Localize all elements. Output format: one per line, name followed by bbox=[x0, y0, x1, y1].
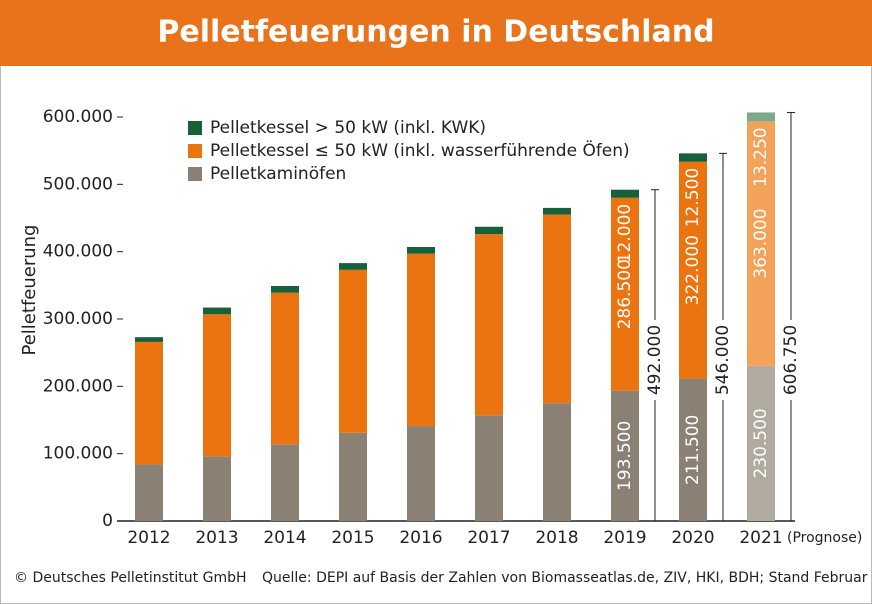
value-label: 286.500 bbox=[615, 259, 635, 329]
bar-segment bbox=[339, 432, 367, 521]
bar-segment bbox=[271, 444, 299, 521]
bar-segment bbox=[543, 214, 571, 404]
legend-label: Pelletkessel ≤ 50 kW (inkl. wasserführen… bbox=[210, 139, 630, 161]
value-label: 322.000 bbox=[683, 235, 703, 305]
legend-label: Pelletkessel > 50 kW (inkl. KWK) bbox=[210, 118, 486, 138]
y-tick-label: 600.000 bbox=[43, 107, 113, 127]
bar-segment bbox=[543, 403, 571, 521]
bar-segment bbox=[135, 337, 163, 342]
total-label-bg bbox=[644, 320, 666, 400]
bar-segment bbox=[271, 292, 299, 445]
bar-segment bbox=[475, 234, 503, 416]
total-label: 492.000 bbox=[645, 325, 665, 395]
bar-segment bbox=[611, 189, 639, 198]
x-tick-label: 2021 bbox=[739, 528, 782, 548]
bar-segment bbox=[747, 112, 775, 122]
bar-segment bbox=[407, 246, 435, 254]
value-label: 230.500 bbox=[751, 408, 771, 478]
legend-swatch bbox=[188, 144, 202, 158]
legend-label: Pelletkaminöfen bbox=[210, 164, 346, 184]
bar-segment bbox=[407, 426, 435, 521]
bar-segment bbox=[679, 153, 707, 162]
bar-segment bbox=[203, 314, 231, 457]
value-label: 193.500 bbox=[615, 421, 635, 491]
x-tick-label: 2014 bbox=[263, 528, 306, 548]
bar-segment bbox=[611, 197, 639, 391]
value-label: 211.500 bbox=[683, 415, 703, 485]
bar-segment bbox=[679, 378, 707, 521]
bar-segment bbox=[135, 464, 163, 521]
legend-swatch bbox=[188, 121, 202, 135]
value-label: 363.000 bbox=[751, 208, 771, 278]
x-tick-label: 2018 bbox=[535, 528, 578, 548]
total-label-bg bbox=[712, 320, 734, 400]
bar-segment bbox=[543, 207, 571, 215]
forecast-note: (Prognose) bbox=[787, 530, 862, 546]
legend-swatch bbox=[188, 167, 202, 181]
chart-title: Pelletfeuerungen in Deutschland bbox=[157, 15, 714, 50]
total-label: 546.000 bbox=[713, 325, 733, 395]
y-axis-label: Pelletfeuerung bbox=[19, 225, 40, 356]
y-tick-label: 400.000 bbox=[43, 242, 113, 262]
x-tick-label: 2016 bbox=[399, 528, 442, 548]
bar-segment bbox=[135, 341, 163, 465]
bar-segment bbox=[339, 269, 367, 433]
bar-segment bbox=[271, 286, 299, 293]
y-tick-label: 0 bbox=[102, 511, 113, 531]
total-label: 606.750 bbox=[781, 325, 801, 395]
y-tick-label: 100.000 bbox=[43, 444, 113, 464]
value-label: 12.000 bbox=[615, 204, 635, 263]
value-label: 12.500 bbox=[683, 168, 703, 227]
x-tick-label: 2012 bbox=[127, 528, 170, 548]
title-banner bbox=[0, 0, 872, 66]
bar-segment bbox=[407, 253, 435, 427]
x-tick-label: 2019 bbox=[603, 528, 646, 548]
bar-segment bbox=[475, 226, 503, 235]
total-label-bg bbox=[780, 320, 802, 400]
bar-segment bbox=[747, 365, 775, 521]
source: Quelle: DEPI auf Basis der Zahlen von Bi… bbox=[262, 570, 872, 586]
x-tick-label: 2013 bbox=[195, 528, 238, 548]
x-tick-label: 2015 bbox=[331, 528, 374, 548]
copyright: © Deutsches Pelletinstitut GmbH bbox=[14, 570, 247, 586]
bar-segment bbox=[747, 121, 775, 366]
value-label: 13.250 bbox=[751, 127, 771, 186]
y-tick-label: 200.000 bbox=[43, 376, 113, 396]
bar-segment bbox=[679, 161, 707, 379]
y-tick-label: 500.000 bbox=[43, 174, 113, 194]
bar-segment bbox=[203, 456, 231, 521]
x-tick-label: 2020 bbox=[671, 528, 714, 548]
bar-segment bbox=[475, 415, 503, 521]
bar-segment bbox=[339, 263, 367, 270]
x-tick-label: 2017 bbox=[467, 528, 510, 548]
bar-segment bbox=[203, 307, 231, 315]
y-tick-label: 300.000 bbox=[43, 309, 113, 329]
bar-segment bbox=[611, 390, 639, 521]
